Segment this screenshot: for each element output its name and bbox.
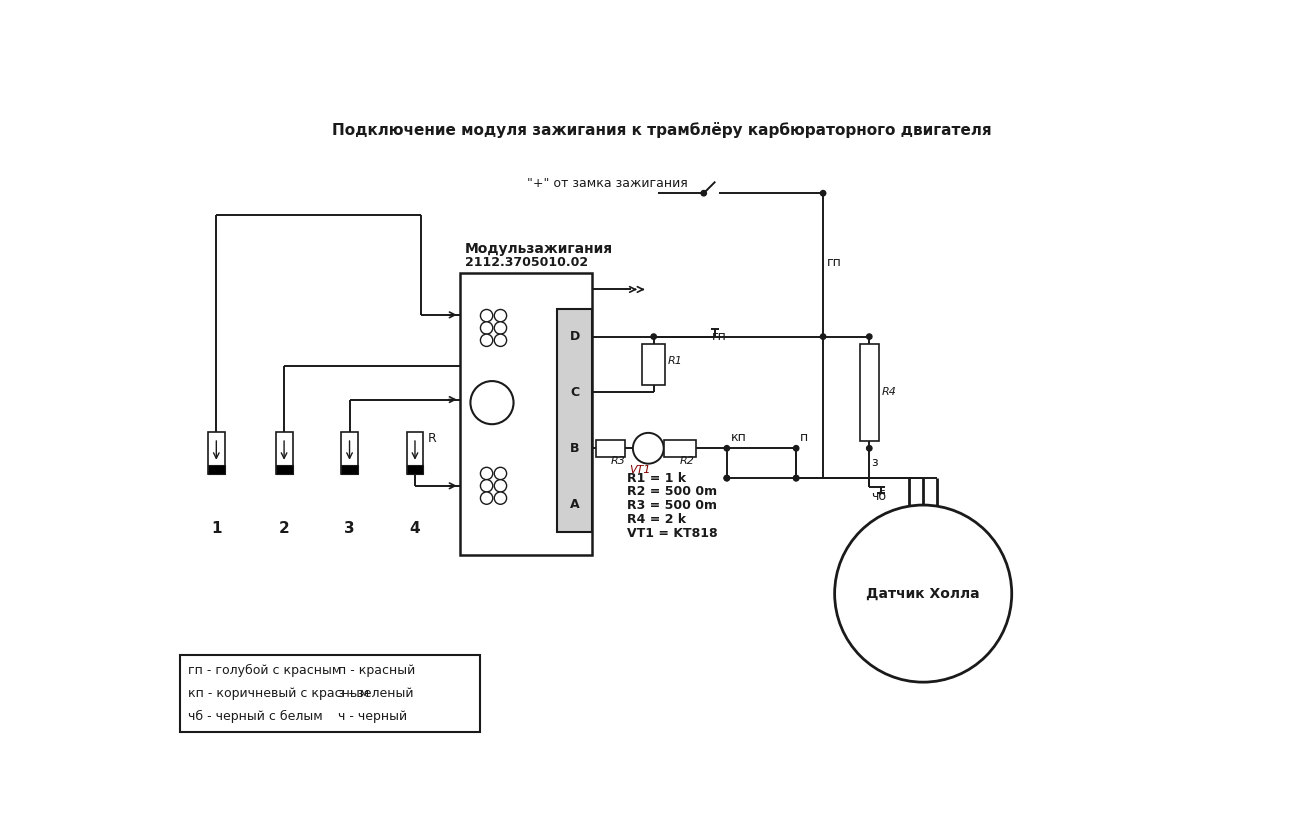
Circle shape [481, 492, 492, 504]
Text: Подключение модуля зажигания к трамблёру карбюраторного двигателя: Подключение модуля зажигания к трамблёру… [332, 123, 992, 139]
Bar [208, 465, 225, 475]
Text: R: R [428, 432, 435, 444]
Text: C: C [570, 386, 579, 399]
Text: з - зеленый: з - зеленый [339, 687, 413, 701]
Text: кп - коричневый с красным: кп - коричневый с красным [187, 687, 370, 701]
Circle shape [793, 475, 798, 480]
Circle shape [867, 445, 872, 451]
Circle shape [495, 467, 506, 480]
Circle shape [495, 309, 506, 322]
Circle shape [495, 480, 506, 492]
Circle shape [867, 334, 872, 339]
Circle shape [793, 475, 798, 480]
Text: кп: кп [731, 431, 747, 444]
Circle shape [724, 475, 730, 480]
Text: чб: чб [872, 490, 886, 502]
Circle shape [481, 334, 492, 346]
Circle shape [481, 322, 492, 334]
Text: п: п [800, 431, 809, 444]
Text: Датчик Холла: Датчик Холла [867, 586, 981, 601]
Text: ч - черный: ч - черный [339, 711, 407, 723]
Text: Модульзажигания: Модульзажигания [465, 243, 614, 256]
Circle shape [820, 334, 826, 339]
Text: R3 = 500 0m: R3 = 500 0m [627, 499, 717, 512]
Bar [860, 344, 879, 440]
Bar [341, 465, 358, 475]
Text: R4 = 2 k: R4 = 2 k [627, 513, 686, 526]
Circle shape [633, 433, 664, 464]
Circle shape [724, 445, 730, 451]
Circle shape [495, 322, 506, 334]
Text: гп: гп [712, 330, 726, 343]
Circle shape [835, 505, 1012, 682]
Text: VT1: VT1 [629, 465, 651, 475]
Text: R2: R2 [680, 456, 695, 466]
Bar [460, 272, 592, 555]
Text: п - красный: п - красный [339, 664, 415, 677]
Bar [341, 432, 358, 475]
Text: 4: 4 [410, 521, 420, 536]
Text: D: D [570, 330, 580, 343]
Text: чб - черный с белым: чб - черный с белым [187, 711, 323, 723]
Bar [275, 465, 292, 475]
Text: VT1 = KT818: VT1 = KT818 [627, 527, 717, 540]
Text: гп - голубой с красным: гп - голубой с красным [187, 664, 341, 677]
Bar [642, 344, 665, 385]
Circle shape [495, 492, 506, 504]
Bar [557, 309, 592, 532]
Text: R4: R4 [881, 387, 897, 397]
Bar [208, 432, 225, 475]
Text: 2112.3705010.02: 2112.3705010.02 [465, 256, 588, 269]
Text: "+" от замка зажигания: "+" от замка зажигания [527, 177, 687, 191]
Circle shape [820, 191, 826, 196]
Text: A: A [570, 497, 580, 511]
Circle shape [470, 381, 513, 424]
Bar [275, 432, 292, 475]
Text: 3: 3 [344, 521, 355, 536]
Text: R3: R3 [611, 456, 625, 466]
Bar [596, 440, 625, 457]
Bar [180, 655, 481, 732]
Text: R1: R1 [668, 355, 682, 365]
Text: R1 = 1 k: R1 = 1 k [627, 471, 686, 485]
Circle shape [651, 334, 656, 339]
Text: з: з [872, 455, 879, 469]
Text: 1: 1 [211, 521, 221, 536]
Bar [407, 432, 424, 475]
Circle shape [481, 467, 492, 480]
Text: гп: гп [827, 256, 842, 269]
Bar [407, 465, 424, 475]
Text: B: B [570, 442, 580, 454]
Circle shape [481, 480, 492, 492]
Circle shape [481, 309, 492, 322]
Text: 2: 2 [279, 521, 289, 536]
Circle shape [495, 334, 506, 346]
Circle shape [793, 445, 798, 451]
Circle shape [724, 475, 730, 480]
Text: R2 = 500 0m: R2 = 500 0m [627, 486, 717, 498]
Circle shape [702, 191, 707, 196]
Bar [664, 440, 696, 457]
